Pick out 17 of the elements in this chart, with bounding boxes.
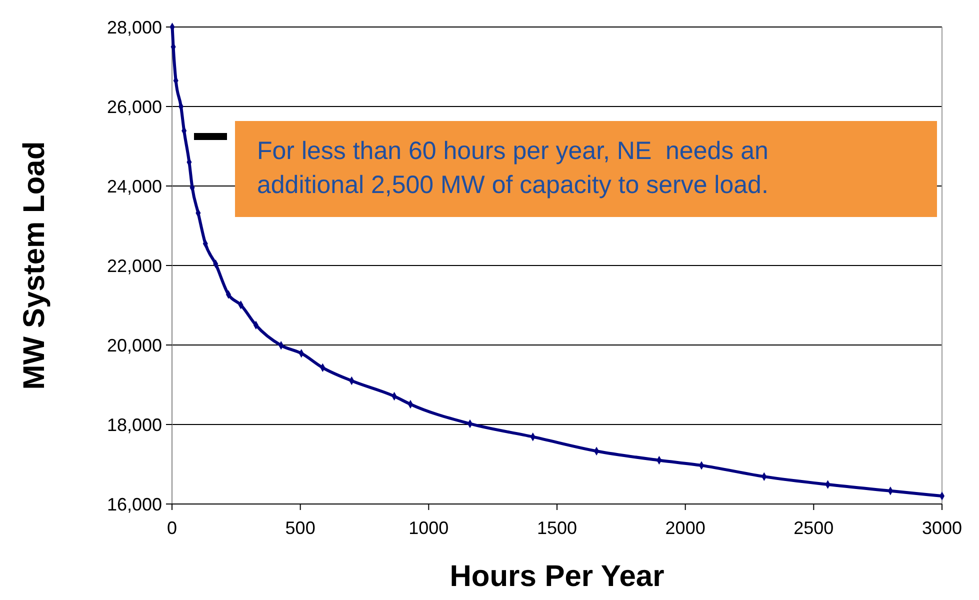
x-tick-label: 3000 [922,518,962,538]
x-tick-label: 1000 [408,518,449,538]
y-axis-title: MW System Load [18,141,51,390]
x-tick-label: 500 [285,518,316,538]
y-tick-label: 22,000 [106,256,162,276]
x-tick-label: 0 [166,518,178,538]
y-tick-label: 16,000 [106,494,162,514]
x-axis-title: Hours Per Year [450,560,665,593]
y-tick-label: 20,000 [106,335,162,356]
y-tick-label: 26,000 [106,96,162,117]
x-tick-label: 2000 [665,518,706,538]
x-tick-label: 1500 [536,518,578,538]
x-tick-label: 2500 [794,518,834,538]
y-tick-label: 24,000 [106,176,162,196]
annotation: For less than 60 hours per year, NE needs an additional 2,500 MW of capacity to serve load. [257,137,768,199]
y-tick-label: 28,000 [106,17,162,38]
y-tick-label: 18,000 [106,414,162,435]
